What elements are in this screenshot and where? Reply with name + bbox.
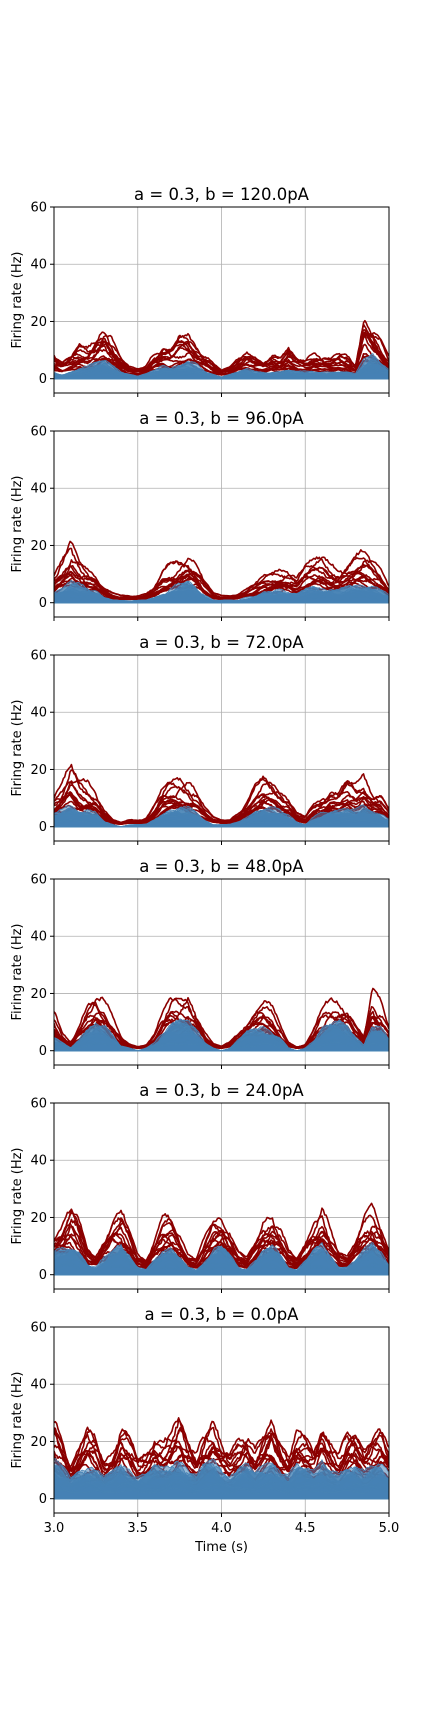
plot-area — [54, 1202, 389, 1276]
subplot-title: a = 0.3, b = 24.0pA — [139, 1081, 304, 1100]
subplot-title: a = 0.3, b = 0.0pA — [145, 1305, 300, 1324]
y-tick-label: 0 — [39, 1044, 47, 1059]
y-tick-label: 20 — [30, 1435, 47, 1450]
y-tick-label: 60 — [30, 1097, 47, 1112]
series-line-blue-17 — [54, 364, 389, 380]
series-line-blue-15 — [54, 354, 389, 380]
y-axis-label: Firing rate (Hz) — [10, 699, 25, 796]
subplot-title: a = 0.3, b = 120.0pA — [134, 185, 310, 204]
series-line-red-7 — [54, 1419, 389, 1473]
y-tick-label: 20 — [30, 539, 47, 554]
y-tick-label: 60 — [30, 201, 47, 216]
series-line-red-6 — [54, 1427, 389, 1475]
y-tick-label: 0 — [39, 596, 47, 611]
x-tick-label: 4.5 — [295, 1521, 316, 1536]
series-line-blue-17 — [54, 1487, 389, 1500]
series-line-red-13 — [54, 574, 389, 601]
y-tick-label: 40 — [30, 482, 47, 497]
series-line-red-13 — [54, 323, 389, 374]
series-line-red-5 — [54, 540, 389, 598]
x-tick-label: 3.5 — [127, 1521, 148, 1536]
y-tick-label: 40 — [30, 1154, 47, 1169]
series-line-blue-17 — [54, 581, 389, 604]
plot-area — [54, 540, 389, 604]
series-line-blue-17 — [54, 1245, 389, 1276]
y-tick-label: 0 — [39, 1492, 47, 1507]
series-line-red-11 — [54, 1426, 389, 1472]
series-line-red-11 — [54, 996, 389, 1049]
y-tick-label: 20 — [30, 315, 47, 330]
y-tick-label: 40 — [30, 706, 47, 721]
series-line-red-10 — [54, 1222, 389, 1267]
series-line-red-11 — [54, 1208, 389, 1265]
series-line-blue-17 — [54, 818, 389, 828]
series-line-red-7 — [54, 769, 389, 824]
y-axis-label: Firing rate (Hz) — [10, 475, 25, 572]
series-line-red-13 — [54, 1212, 389, 1262]
y-axis-label: Firing rate (Hz) — [10, 251, 25, 348]
x-tick-label: 3.0 — [44, 1521, 65, 1536]
y-tick-label: 0 — [39, 820, 47, 835]
y-tick-label: 40 — [30, 1378, 47, 1393]
subplot-title: a = 0.3, b = 96.0pA — [139, 409, 304, 428]
y-tick-label: 40 — [30, 258, 47, 273]
y-tick-label: 60 — [30, 649, 47, 664]
y-tick-label: 60 — [30, 425, 47, 440]
series-line-red-13 — [54, 793, 389, 825]
subplot-3: a = 0.3, b = 72.0pA 0 20 40 60 Firing rate (H… — [10, 633, 390, 845]
y-tick-label: 0 — [39, 372, 47, 387]
series-line-red-8 — [54, 332, 389, 373]
subplot-2: a = 0.3, b = 96.0pA 0 20 40 60 Firing rate (H… — [10, 409, 390, 621]
x-tick-label: 4.0 — [211, 1521, 232, 1536]
y-tick-label: 20 — [30, 987, 47, 1002]
subplot-title: a = 0.3, b = 72.0pA — [139, 633, 304, 652]
y-axis-label: Firing rate (Hz) — [10, 1147, 25, 1244]
x-tick-label: 5.0 — [379, 1521, 400, 1536]
subplot-1: a = 0.3, b = 120.0pA 0 20 40 60 Firing rate (… — [10, 185, 390, 397]
plot-area — [54, 1417, 389, 1500]
subplot-5: a = 0.3, b = 24.0pA 0 20 40 60 Firing rate (H… — [10, 1081, 390, 1293]
y-axis-label: Firing rate (Hz) — [10, 1371, 25, 1468]
subplot-title: a = 0.3, b = 48.0pA — [139, 857, 304, 876]
subplot-4: a = 0.3, b = 48.0pA 0 20 40 60 Firing rate (H… — [10, 857, 390, 1069]
plot-area — [54, 763, 389, 828]
series-line-blue-17 — [54, 1041, 389, 1052]
y-tick-label: 20 — [30, 1211, 47, 1226]
y-tick-label: 40 — [30, 930, 47, 945]
subplot-6: a = 0.3, b = 0.0pA 0 20 40 60 3.0 3.5 4.0 4.5 5.0… — [10, 1305, 399, 1555]
y-tick-label: 60 — [30, 1321, 47, 1336]
plot-area — [54, 987, 389, 1052]
y-tick-label: 0 — [39, 1268, 47, 1283]
y-tick-label: 20 — [30, 763, 47, 778]
y-axis-label: Firing rate (Hz) — [10, 923, 25, 1020]
plot-area — [54, 319, 389, 380]
y-tick-label: 60 — [30, 873, 47, 888]
x-axis-label: Time (s) — [194, 1540, 248, 1555]
